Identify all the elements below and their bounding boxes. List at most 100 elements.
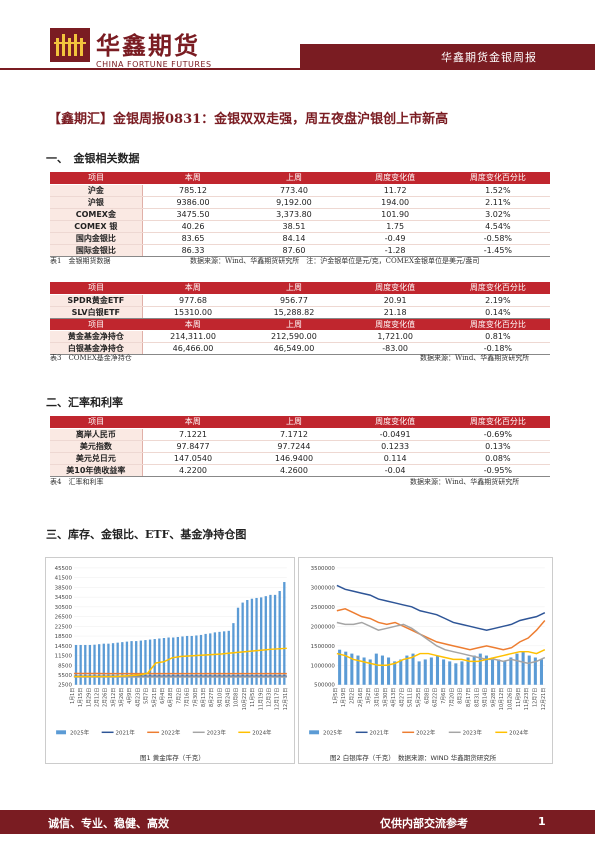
bar xyxy=(515,653,519,685)
table-etf-positions: 项目 本周 上周 周度变化值 周度变化百分比 SPDR黄金ETF 977.68 956.77 2… xyxy=(50,282,550,355)
table-cell: -0.0491 xyxy=(344,428,446,441)
table-header-cell: 项目 xyxy=(50,172,143,185)
table-cell: 4.2200 xyxy=(142,464,244,477)
x-tick-label: 12月3日 xyxy=(266,688,272,707)
footer-band: 诚信、专业、稳健、高效 仅供内部交流参考 1 xyxy=(0,810,595,834)
bar xyxy=(98,644,101,685)
bar xyxy=(153,639,156,685)
table4-caption: 表4 汇率和利率 xyxy=(50,478,104,486)
x-tick-label: 6月4日 xyxy=(160,688,166,704)
bar xyxy=(260,597,263,685)
bar xyxy=(533,657,537,685)
x-tick-label: 2月2日 xyxy=(350,688,356,704)
bar xyxy=(204,633,207,685)
table-cell: 白银基金净持仓 xyxy=(50,342,143,355)
x-tick-label: 12月31日 xyxy=(283,688,289,711)
table-cell: 1.75 xyxy=(344,220,446,233)
y-tick-label: 41500 xyxy=(55,576,73,582)
bar xyxy=(399,659,403,685)
y-tick-label: 30500 xyxy=(55,605,73,611)
table-cell: 4.2600 xyxy=(243,464,345,477)
bar xyxy=(116,642,119,685)
table-cell: 9386.00 xyxy=(142,196,244,209)
x-tick-label: 7月20日 xyxy=(449,688,455,707)
brand-name-en: CHINA FORTUNE FUTURES xyxy=(96,60,212,69)
table-header-cell: 本周 xyxy=(142,416,244,429)
series-line xyxy=(73,647,287,678)
legend-label: 2025年 xyxy=(70,728,90,736)
legend-label: 2024年 xyxy=(509,728,529,736)
table-header-row: 项目 本周 上周 周度变化值 周度变化百分比 xyxy=(50,318,550,331)
table-row: 美元指数 97.8477 97.7244 0.1233 0.13% xyxy=(50,440,550,453)
y-tick-label: 1000000 xyxy=(311,663,336,669)
table-cell: 离岸人民币 xyxy=(50,428,143,441)
table-header-cell: 周度变化值 xyxy=(344,282,446,295)
table-cell: 97.8477 xyxy=(142,440,244,453)
header-band-text: 华鑫期货金银周报 xyxy=(441,51,537,64)
bar xyxy=(454,663,458,685)
bar xyxy=(79,644,82,685)
legend-label: 2023年 xyxy=(463,728,483,736)
table-cell: -83.00 xyxy=(344,342,446,355)
bar xyxy=(102,643,105,685)
bar xyxy=(130,641,133,685)
x-tick-label: 5月7日 xyxy=(144,688,150,704)
table-header-cell: 项目 xyxy=(50,282,143,295)
table-cell: 国际金银比 xyxy=(50,244,143,257)
x-tick-label: 12月7日 xyxy=(533,688,539,707)
bar xyxy=(509,657,513,685)
legend-label: 2021年 xyxy=(116,728,136,736)
bar xyxy=(283,582,286,685)
table3-caption: 表3 COMEX基金净持仓 xyxy=(50,354,132,362)
table-cell: 2.11% xyxy=(445,196,550,209)
bar xyxy=(362,657,366,685)
table-cell: 9,192.00 xyxy=(243,196,345,209)
x-tick-label: 11月23日 xyxy=(524,688,530,711)
table-header-cell: 周度变化百分比 xyxy=(445,172,550,185)
bar xyxy=(84,644,87,685)
table-cell: 0.08% xyxy=(445,452,550,465)
x-tick-label: 11月9日 xyxy=(516,688,522,707)
table-gold-silver-data: 项目 本周 上周 周度变化值 周度变化百分比 沪金 785.12 773.40 11.72 1.5… xyxy=(50,172,550,257)
bar xyxy=(497,659,501,685)
bar xyxy=(448,661,452,685)
footer-slogan: 诚信、专业、稳健、高效 xyxy=(48,817,169,830)
table-row: SPDR黄金ETF 977.68 956.77 20.91 2.19% xyxy=(50,294,550,307)
y-tick-label: 1500000 xyxy=(311,644,336,650)
table1-source: 数据来源：Wind、华鑫期货研究所 注：沪金银单位是元/克，COMEX金银单位是… xyxy=(190,257,480,265)
chart1-caption: 图1 黄金库存（千克） xyxy=(140,754,205,762)
table-cell: 黄金基金净持仓 xyxy=(50,330,143,343)
bar xyxy=(393,661,397,685)
table-cell: 97.7244 xyxy=(243,440,345,453)
bar xyxy=(484,655,488,685)
bar xyxy=(176,636,180,685)
table-header-cell: 本周 xyxy=(142,172,244,185)
x-tick-label: 8月3日 xyxy=(458,688,464,704)
brand-name-cn: 华鑫期货 xyxy=(96,31,200,60)
x-tick-label: 1月15日 xyxy=(78,688,84,707)
bar xyxy=(135,641,138,685)
bar xyxy=(227,630,230,685)
table-cell: 87.60 xyxy=(243,244,345,257)
bar xyxy=(503,661,507,685)
table-cell: 11.72 xyxy=(344,184,446,197)
table-row: 离岸人民币 7.1221 7.1712 -0.0491 -0.69% xyxy=(50,428,550,441)
table-fx-rates: 项目 本周 上周 周度变化值 周度变化百分比 离岸人民币 7.1221 7.1712 -0.04… xyxy=(50,416,550,477)
x-tick-label: 3月26日 xyxy=(119,688,125,707)
bar xyxy=(423,659,427,685)
bar xyxy=(236,607,240,685)
section-title-3: 三、库存、金银比、ETF、基金净持仓图 xyxy=(46,528,247,541)
bar xyxy=(521,651,525,685)
x-tick-label: 7月16日 xyxy=(185,688,191,707)
x-tick-label: 5月25日 xyxy=(416,688,422,707)
x-tick-label: 3月12日 xyxy=(111,688,117,707)
x-tick-label: 10月12日 xyxy=(499,688,505,711)
section-title-2: 二、汇率和利率 xyxy=(46,396,123,409)
bar xyxy=(368,659,372,685)
table-row: COMEX 银 40.26 38.51 1.75 4.54% xyxy=(50,220,550,233)
table-row: 国际金银比 86.33 87.60 -1.28 -1.45% xyxy=(50,244,550,257)
table-cell: 国内金银比 xyxy=(50,232,143,245)
bar xyxy=(411,653,415,685)
y-tick-label: 22500 xyxy=(55,624,73,630)
bar xyxy=(121,642,124,685)
